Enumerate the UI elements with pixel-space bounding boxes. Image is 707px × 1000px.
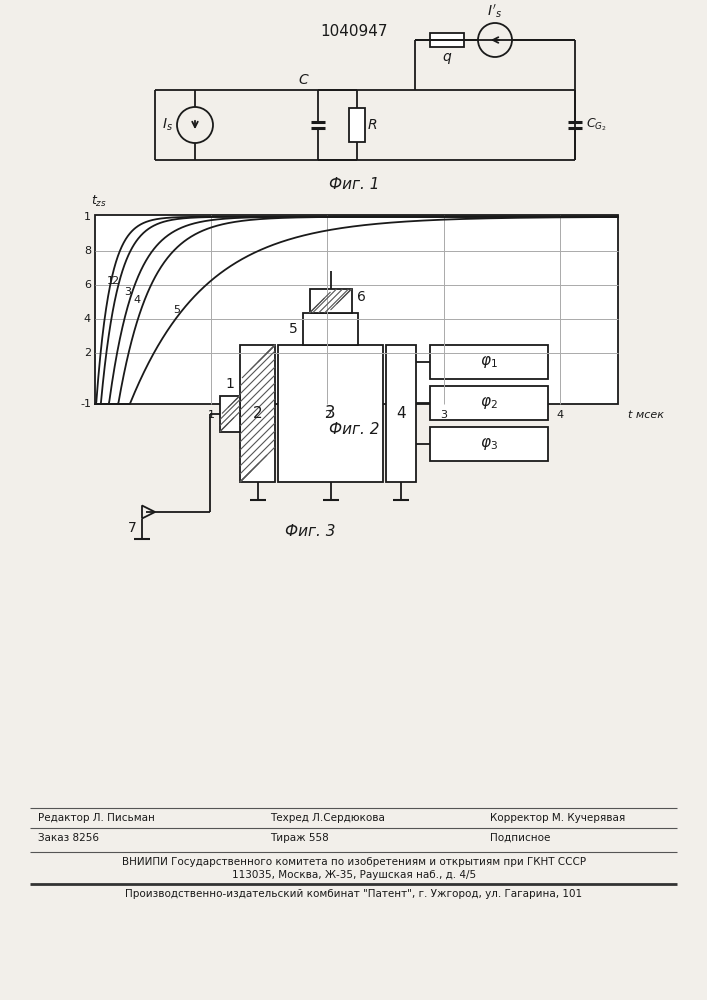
- Text: 6: 6: [84, 280, 91, 290]
- Text: 2: 2: [252, 406, 262, 421]
- Text: $\varphi_1$: $\varphi_1$: [480, 354, 498, 370]
- Text: Корректор М. Кучерявая: Корректор М. Кучерявая: [490, 813, 625, 823]
- Text: 3: 3: [124, 287, 131, 297]
- Text: 1: 1: [226, 376, 235, 390]
- Text: 4: 4: [134, 295, 141, 305]
- Text: 6: 6: [356, 290, 366, 304]
- Text: 1: 1: [84, 212, 91, 222]
- Text: Подписное: Подписное: [490, 833, 550, 843]
- Bar: [386, 345, 416, 482]
- Bar: [430, 345, 548, 379]
- Text: 2: 2: [84, 348, 91, 358]
- Text: $C_{G_2}$: $C_{G_2}$: [586, 117, 607, 133]
- Text: 3: 3: [440, 410, 447, 420]
- Text: $t_{zs}$: $t_{zs}$: [91, 194, 107, 209]
- Bar: [220, 395, 240, 432]
- Text: 5: 5: [289, 322, 298, 336]
- Bar: [429, 33, 464, 47]
- Text: Фиг. 2: Фиг. 2: [329, 422, 379, 437]
- Text: 1040947: 1040947: [320, 24, 387, 39]
- Bar: [240, 345, 275, 482]
- Text: Фиг. 1: Фиг. 1: [329, 177, 379, 192]
- Bar: [349, 108, 365, 142]
- Text: Заказ 8256: Заказ 8256: [38, 833, 99, 843]
- Text: 4: 4: [84, 314, 91, 324]
- Text: 7: 7: [128, 520, 137, 534]
- Bar: [95, 215, 618, 404]
- Text: $\varphi_3$: $\varphi_3$: [480, 436, 498, 452]
- Text: 113035, Москва, Ж-35, Раушская наб., д. 4/5: 113035, Москва, Ж-35, Раушская наб., д. …: [232, 870, 476, 880]
- Text: 1: 1: [208, 410, 215, 420]
- Text: Редактор Л. Письман: Редактор Л. Письман: [38, 813, 155, 823]
- Text: 3: 3: [325, 404, 336, 422]
- Text: Производственно-издательский комбинат "Патент", г. Ужгород, ул. Гагарина, 101: Производственно-издательский комбинат "П…: [125, 889, 583, 899]
- Text: 4: 4: [396, 406, 406, 421]
- Text: C: C: [298, 73, 308, 87]
- Text: 1: 1: [107, 276, 114, 286]
- Bar: [278, 345, 383, 482]
- Text: 5: 5: [173, 305, 180, 315]
- Text: Фиг. 3: Фиг. 3: [285, 524, 335, 539]
- Bar: [430, 386, 548, 420]
- Text: 2: 2: [324, 410, 331, 420]
- Bar: [303, 313, 358, 345]
- Bar: [430, 427, 548, 461]
- Text: $I_s$: $I_s$: [162, 117, 173, 133]
- Text: 4: 4: [556, 410, 563, 420]
- Text: $\varphi_2$: $\varphi_2$: [480, 395, 498, 411]
- Text: t мсек: t мсек: [628, 410, 664, 420]
- Text: -1: -1: [80, 399, 91, 409]
- Text: R: R: [368, 118, 378, 132]
- Text: Техред Л.Сердюкова: Техред Л.Сердюкова: [270, 813, 385, 823]
- Text: ВНИИПИ Государственного комитета по изобретениям и открытиям при ГКНТ СССР: ВНИИПИ Государственного комитета по изоб…: [122, 857, 586, 867]
- Text: Тираж 558: Тираж 558: [270, 833, 329, 843]
- Text: 2: 2: [111, 276, 118, 286]
- Text: $I'_s$: $I'_s$: [487, 2, 503, 20]
- Bar: [310, 289, 351, 313]
- Text: 8: 8: [84, 246, 91, 256]
- Text: q: q: [442, 50, 451, 64]
